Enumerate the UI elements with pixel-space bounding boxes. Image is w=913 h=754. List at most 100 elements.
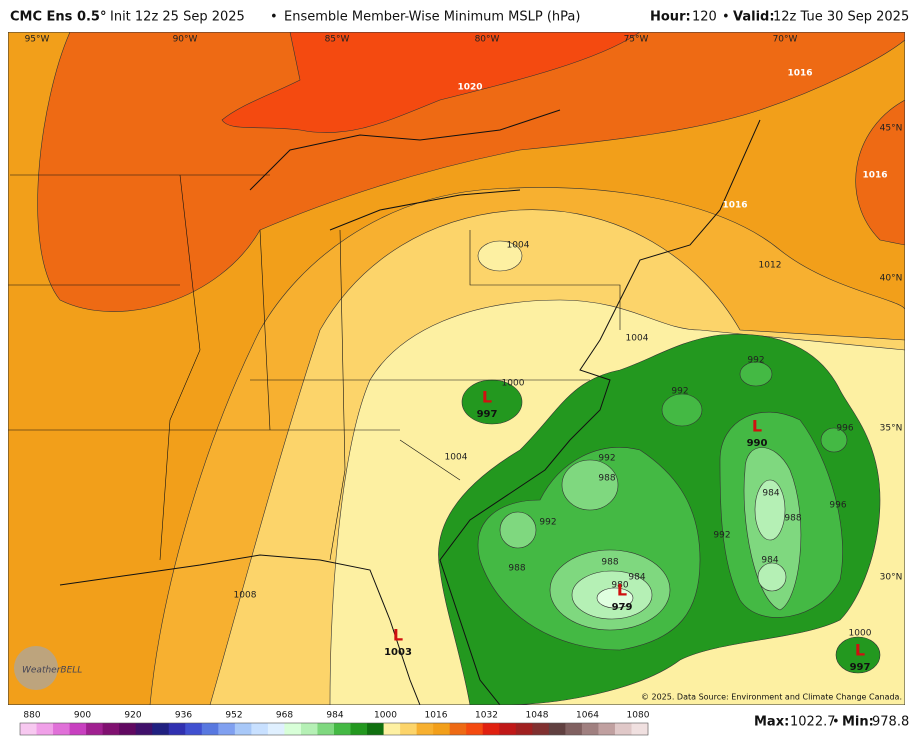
low-value: 979 xyxy=(612,602,633,613)
colorbar-swatch xyxy=(581,723,599,735)
colorbar-swatch xyxy=(201,723,219,735)
colorbar-label: 880 xyxy=(23,711,40,721)
band-1000 xyxy=(477,240,523,272)
band-988 xyxy=(561,459,619,511)
colorbar-swatch xyxy=(515,723,533,735)
colorbar-swatch xyxy=(449,723,467,735)
colorbar: 880 900 920 936 952 968 984 1000 1016 1032 1048 106… xyxy=(19,711,650,736)
colorbar-swatch xyxy=(367,723,385,735)
model: CMC Ens 0.5° xyxy=(10,10,106,25)
separator: • xyxy=(832,715,840,730)
contour-label: 992 xyxy=(671,387,688,397)
map: © 2025. Data Source: Environment and Cli… xyxy=(8,32,905,705)
valid-label: Valid: xyxy=(733,10,775,25)
contour-label: 1012 xyxy=(759,261,782,271)
colorbar-label: 900 xyxy=(74,711,91,721)
lat-label: 35°N xyxy=(880,424,903,434)
colorbar-swatch xyxy=(53,723,71,735)
band-1016 xyxy=(855,99,905,246)
band-996 xyxy=(835,636,881,674)
colorbar-label: 1064 xyxy=(576,711,599,721)
colorbar-swatch xyxy=(631,723,649,735)
contour-label: 1016 xyxy=(862,171,887,181)
colorbar-label: 1048 xyxy=(526,711,549,721)
lon-label: 85°W xyxy=(325,35,350,45)
colorbar-swatch xyxy=(300,723,318,735)
colorbar-label: 984 xyxy=(326,711,343,721)
colorbar-swatch xyxy=(168,723,186,735)
boundaries xyxy=(8,109,761,705)
low-value: 997 xyxy=(477,409,498,420)
great-lakes xyxy=(249,109,561,231)
colorbar-swatch xyxy=(234,723,252,735)
contour-label: 984 xyxy=(628,573,645,583)
contour-label: 1004 xyxy=(445,453,468,463)
contour-label: 992 xyxy=(598,454,615,464)
coastline xyxy=(439,119,761,705)
colorbar-swatch xyxy=(400,723,418,735)
low-symbol: L xyxy=(617,581,627,600)
colorbar-label: 1016 xyxy=(425,711,448,721)
separator: • xyxy=(722,10,730,25)
band-988 xyxy=(499,511,537,549)
contour-label: 984 xyxy=(762,489,779,499)
contour-label: 996 xyxy=(836,424,853,434)
colorbar-label: 968 xyxy=(276,711,293,721)
contour-label: 988 xyxy=(784,514,801,524)
colorbar-label: 952 xyxy=(225,711,242,721)
contour-label: 1000 xyxy=(849,629,872,639)
band-984 xyxy=(754,479,786,541)
colorbar-swatch xyxy=(532,723,550,735)
colorbar-swatch xyxy=(119,723,137,735)
lon-label: 90°W xyxy=(173,35,198,45)
contour-label: 988 xyxy=(601,558,618,568)
colorbar-swatch xyxy=(284,723,302,735)
low-symbol: L xyxy=(752,417,762,436)
valid: 12z Tue 30 Sep 2025 xyxy=(773,10,909,25)
colorbar-swatch xyxy=(251,723,269,735)
colorbar-swatch xyxy=(565,723,583,735)
colorbar-swatch xyxy=(86,723,104,735)
contour-label: 984 xyxy=(761,556,778,566)
band-984 xyxy=(757,562,787,592)
colorbar-swatch xyxy=(334,723,352,735)
lat-label: 30°N xyxy=(880,573,903,583)
low-symbol: L xyxy=(482,388,492,407)
colorbar-swatch xyxy=(36,723,54,735)
colorbar-swatch xyxy=(152,723,170,735)
lon-label: 75°W xyxy=(624,35,649,45)
contour-label: 1016 xyxy=(787,69,812,79)
low-symbol: L xyxy=(855,641,865,660)
lon-label: 80°W xyxy=(475,35,500,45)
band-992 xyxy=(661,393,703,427)
band-980 xyxy=(596,587,634,609)
colorbar-swatch xyxy=(416,723,434,735)
colorbar-swatch xyxy=(614,723,632,735)
contour-label: 992 xyxy=(539,518,556,528)
logo-globe xyxy=(14,646,58,690)
colorbar-label: 1000 xyxy=(374,711,397,721)
colorbar-label: 936 xyxy=(175,711,192,721)
colorbar-swatch xyxy=(102,723,120,735)
contour-label: 992 xyxy=(747,356,764,366)
hour-label: Hour: xyxy=(650,10,691,25)
colorbar-swatch xyxy=(499,723,517,735)
init: Init 12z 25 Sep 2025 xyxy=(110,10,245,25)
lon-label: 95°W xyxy=(25,35,50,45)
colorbar-swatch xyxy=(433,723,451,735)
header: CMC Ens 0.5° Init 12z 25 Sep 2025 • Ense… xyxy=(10,10,909,25)
contour-label: 1008 xyxy=(234,591,257,601)
low-value: 990 xyxy=(747,438,768,449)
lon-label: 70°W xyxy=(773,35,798,45)
band-1020 xyxy=(221,32,641,133)
coastline xyxy=(59,554,421,705)
band-992 xyxy=(820,427,848,453)
band-992 xyxy=(739,361,773,387)
credit: © 2025. Data Source: Environment and Cli… xyxy=(641,693,902,702)
contour-label: 1020 xyxy=(457,83,482,93)
contour-label: 988 xyxy=(508,564,525,574)
low-value: 997 xyxy=(850,662,871,673)
lat-label: 40°N xyxy=(880,274,903,284)
max: 1022.7 xyxy=(790,715,836,730)
